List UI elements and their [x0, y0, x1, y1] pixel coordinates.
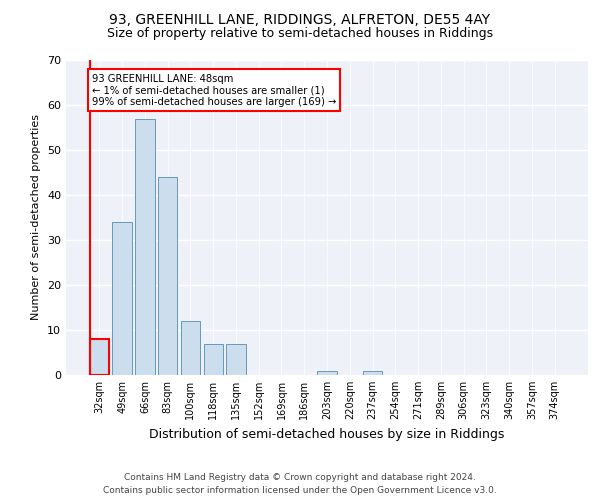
Text: Contains HM Land Registry data © Crown copyright and database right 2024.
Contai: Contains HM Land Registry data © Crown c…	[103, 474, 497, 495]
Bar	[90, 339, 109, 375]
X-axis label: Distribution of semi-detached houses by size in Riddings: Distribution of semi-detached houses by …	[149, 428, 505, 440]
Bar	[363, 370, 382, 375]
Text: 93, GREENHILL LANE, RIDDINGS, ALFRETON, DE55 4AY: 93, GREENHILL LANE, RIDDINGS, ALFRETON, …	[109, 12, 491, 26]
Bar	[135, 118, 155, 375]
Bar	[112, 222, 132, 375]
Bar	[203, 344, 223, 375]
Y-axis label: Number of semi-detached properties: Number of semi-detached properties	[31, 114, 41, 320]
Bar	[181, 321, 200, 375]
Text: Size of property relative to semi-detached houses in Riddings: Size of property relative to semi-detach…	[107, 28, 493, 40]
Bar	[226, 344, 245, 375]
Text: 93 GREENHILL LANE: 48sqm
← 1% of semi-detached houses are smaller (1)
99% of sem: 93 GREENHILL LANE: 48sqm ← 1% of semi-de…	[92, 74, 337, 106]
Bar	[317, 370, 337, 375]
Bar	[158, 177, 178, 375]
